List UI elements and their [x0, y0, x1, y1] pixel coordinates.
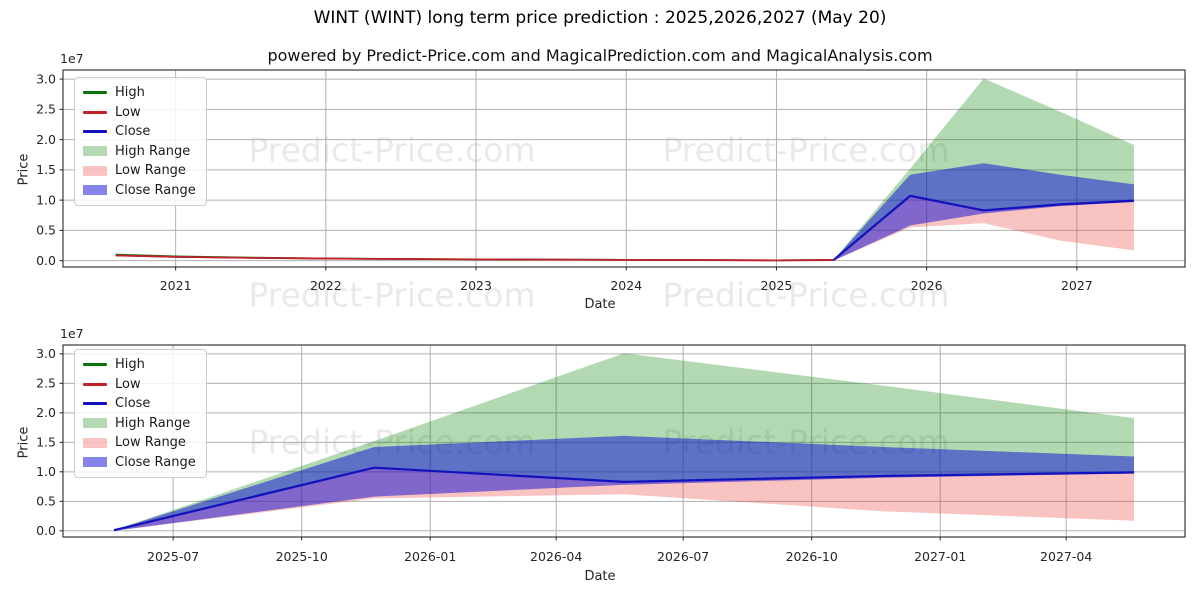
legend-line-swatch: [83, 130, 107, 134]
top-chart-x-axis-label: Date: [584, 297, 616, 312]
top-chart-x-tick-label: 2026: [911, 278, 943, 293]
legend-item-label: Close Range: [115, 182, 196, 198]
top-chart-spines: [62, 69, 1186, 268]
page-title: WINT (WINT) long term price prediction :…: [313, 8, 887, 28]
bottom-chart-y-tick-label: 1.0: [36, 464, 56, 479]
bottom-chart-y-tick-label: 3.0: [36, 346, 56, 361]
legend-item-close-range: Close Range: [83, 453, 196, 473]
top-chart-scale-note: 1e7: [60, 51, 84, 66]
watermark-text: Predict-Price.com: [662, 131, 949, 170]
legend-patch-swatch: [83, 418, 107, 429]
bottom-chart-y-tick-label: 2.5: [36, 376, 56, 391]
legend-item-low: Low: [83, 375, 196, 395]
legend-item-label: Low Range: [115, 435, 186, 451]
watermark-text: Predict-Price.com: [248, 131, 535, 170]
top-chart-ticks: 2021 2022 2023 2024 2025 2026 2027 0.0 0.5 1.0 1.5…: [36, 71, 1093, 293]
bottom-chart-y-tick-label: 0.5: [36, 494, 56, 509]
legend-item-label: High: [115, 85, 145, 101]
top-chart-band-close-range: [833, 163, 1134, 261]
bottom-chart-x-tick-label: 2026-01: [404, 549, 456, 564]
top-chart-y-tick-label: 1.0: [36, 192, 56, 207]
bottom-chart-x-tick-label: 2027-04: [1040, 549, 1092, 564]
legend-item-high-range: High Range: [83, 142, 196, 162]
watermark-text: Predict-Price.com: [248, 276, 535, 315]
legend-item-label: Close: [115, 396, 151, 412]
top-chart-y-tick-label: 2.5: [36, 102, 56, 117]
top-chart-y-axis-label: Price: [16, 153, 32, 186]
bottom-chart-x-axis-label: Date: [584, 569, 616, 584]
top-chart-x-tick-label: 2023: [460, 278, 492, 293]
bottom-chart-y-tick-label: 2.0: [36, 405, 56, 420]
bottom-chart-y-axis-label: Price: [16, 426, 32, 459]
legend-item-label: Low: [115, 376, 141, 392]
bottom-chart-line-close-forecast-: [113, 466, 1135, 532]
top-chart-y-tick-label: 0.5: [36, 223, 56, 238]
legend-item-label: High Range: [115, 143, 191, 159]
legend-line-swatch: [83, 402, 107, 406]
bottom-chart: Predict-Price.comPredict-Price.com2025-0…: [36, 344, 1186, 564]
bottom-chart-legend: High Low Close High Range Low Range Close Ran…: [74, 349, 207, 478]
bottom-chart-ticks: 2025-07 2025-10 2026-01 2026-04 2026-07 2026-…: [36, 346, 1092, 564]
legend-item-label: Low Range: [115, 163, 186, 179]
bottom-chart-y-tick-label: 1.5: [36, 435, 56, 450]
bottom-chart-x-tick-label: 2026-07: [657, 549, 709, 564]
top-chart-line-close-forecast-: [832, 194, 1134, 261]
bottom-chart-y-tick-label: 0.0: [36, 523, 56, 538]
legend-item-low: Low: [83, 103, 196, 123]
legend-patch-swatch: [83, 457, 107, 468]
legend-patch-swatch: [83, 185, 107, 196]
top-chart-x-tick-label: 2022: [310, 278, 342, 293]
bottom-chart-x-tick-label: 2025-07: [147, 549, 199, 564]
top-chart-x-tick-label: 2025: [761, 278, 793, 293]
page-subtitle: powered by Predict-Price.com and Magical…: [267, 46, 933, 65]
top-chart-legend: High Low Close High Range Low Range Close Ran…: [74, 77, 207, 206]
top-chart-line-low-historical-: [115, 254, 834, 262]
bottom-chart-spines: [62, 344, 1186, 538]
legend-item-high: High: [83, 83, 196, 103]
legend-item-label: High Range: [115, 415, 191, 431]
legend-item-low-range: Low Range: [83, 161, 196, 181]
bottom-chart-x-tick-label: 2026-10: [786, 549, 838, 564]
bottom-chart-x-tick-label: 2025-10: [276, 549, 328, 564]
top-chart-y-tick-label: 0.0: [36, 253, 56, 268]
legend-item-label: High: [115, 357, 145, 373]
bottom-chart-band-close-range: [114, 435, 1134, 531]
legend-item-close: Close: [83, 394, 196, 414]
bottom-chart-scale-note: 1e7: [60, 326, 84, 341]
legend-patch-swatch: [83, 165, 107, 176]
legend-item-label: Close: [115, 124, 151, 140]
legend-line-swatch: [83, 91, 107, 95]
legend-patch-swatch: [83, 146, 107, 157]
bottom-chart-x-tick-label: 2026-04: [530, 549, 582, 564]
legend-item-low-range: Low Range: [83, 433, 196, 453]
legend-item-high: High: [83, 355, 196, 375]
watermark-text: Predict-Price.com: [662, 276, 949, 315]
legend-item-close-range: Close Range: [83, 181, 196, 201]
legend-item-label: Close Range: [115, 454, 196, 470]
legend-line-swatch: [83, 382, 107, 386]
top-chart-x-tick-label: 2027: [1061, 278, 1093, 293]
bottom-chart-x-tick-label: 2027-01: [914, 549, 966, 564]
top-chart-y-tick-label: 1.5: [36, 162, 56, 177]
legend-item-label: Low: [115, 104, 141, 120]
legend-item-high-range: High Range: [83, 414, 196, 434]
legend-line-swatch: [83, 363, 107, 367]
legend-item-close: Close: [83, 122, 196, 142]
top-chart-x-tick-label: 2024: [610, 278, 642, 293]
top-chart-x-tick-label: 2021: [160, 278, 192, 293]
legend-patch-swatch: [83, 437, 107, 448]
top-chart-y-tick-label: 3.0: [36, 71, 56, 86]
top-chart-y-tick-label: 2.0: [36, 132, 56, 147]
legend-line-swatch: [83, 110, 107, 114]
